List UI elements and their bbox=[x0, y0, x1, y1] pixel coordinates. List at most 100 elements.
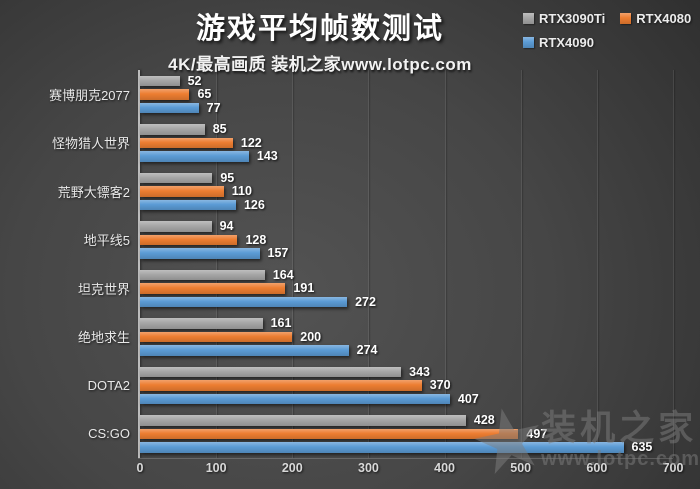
gridline bbox=[368, 70, 370, 458]
legend-label: RTX4090 bbox=[539, 35, 594, 50]
legend-item-rtx4080[interactable]: RTX4080 bbox=[620, 11, 691, 26]
bar-row: 428 bbox=[140, 413, 673, 427]
gridline bbox=[216, 70, 218, 458]
bar-group: 161 200 274 bbox=[140, 313, 673, 362]
bar-value-label: 343 bbox=[409, 364, 431, 379]
bar-value-label: 161 bbox=[270, 316, 292, 330]
bar-value-label: 274 bbox=[356, 343, 378, 357]
category-label: 地平线5 bbox=[83, 233, 130, 249]
bar-row: 497 bbox=[140, 426, 673, 441]
x-tick-label: 300 bbox=[357, 461, 379, 475]
bar-value-label: 85 bbox=[212, 122, 227, 136]
x-tick-label: 500 bbox=[510, 461, 532, 475]
bar-group: 428 497 635 bbox=[140, 410, 673, 459]
bar-row: 407 bbox=[140, 391, 673, 406]
bar-row: 77 bbox=[140, 100, 673, 115]
bar-rtx4090 bbox=[140, 151, 249, 162]
legend-label: RTX3090Ti bbox=[539, 11, 606, 26]
bar-rtx4080 bbox=[140, 428, 519, 439]
bar-row: 635 bbox=[140, 440, 673, 454]
gridline bbox=[292, 70, 294, 458]
x-tick-label: 0 bbox=[136, 461, 144, 475]
bar-value-label: 143 bbox=[256, 149, 278, 163]
bar-value-label: 164 bbox=[272, 267, 294, 282]
bar-group: 343 370 407 bbox=[140, 361, 673, 410]
bar-row: 126 bbox=[140, 197, 673, 212]
bar-rtx3090ti bbox=[140, 172, 213, 183]
x-tick-label: 100 bbox=[205, 461, 227, 475]
bar-rtx3090ti bbox=[140, 415, 466, 426]
x-tick-label: 200 bbox=[281, 461, 303, 475]
bar-rtx4090 bbox=[140, 199, 236, 210]
bar-rtx4080 bbox=[140, 186, 224, 197]
bar-rtx4080 bbox=[140, 331, 293, 342]
bar-value-label: 635 bbox=[631, 440, 653, 454]
bar-value-label: 77 bbox=[206, 100, 221, 115]
bar-row: 272 bbox=[140, 294, 673, 309]
bar-group: 95 110 126 bbox=[140, 167, 673, 216]
bar-row: 128 bbox=[140, 233, 673, 246]
bar-value-label: 94 bbox=[219, 219, 234, 233]
x-tick-label: 700 bbox=[662, 461, 684, 475]
gridline bbox=[596, 70, 598, 458]
gridline bbox=[444, 70, 446, 458]
bar-rtx4090 bbox=[140, 102, 199, 113]
bar-group: 52 65 77 bbox=[140, 70, 673, 119]
legend-item-rtx3090ti[interactable]: RTX3090Ti bbox=[523, 11, 605, 26]
bar-rtx4090 bbox=[140, 248, 260, 259]
legend: RTX3090Ti RTX4080 RTX4090 bbox=[523, 11, 700, 59]
bar-row: 95 bbox=[140, 171, 673, 184]
bar-value-label: 157 bbox=[267, 246, 289, 260]
category-label: 荒野大镖客2 bbox=[57, 184, 130, 200]
bar-row: 85 bbox=[140, 122, 673, 136]
legend-row: RTX4090 bbox=[523, 35, 700, 50]
bar-rtx3090ti bbox=[140, 269, 265, 280]
bar-row: 274 bbox=[140, 343, 673, 357]
bar-rtx4080 bbox=[140, 137, 233, 148]
category-label: CS:GO bbox=[88, 426, 130, 442]
bar-rtx4090 bbox=[140, 345, 349, 356]
bar-rtx4090 bbox=[140, 296, 348, 307]
bar-rtx3090ti bbox=[140, 221, 212, 232]
category-label: 绝地求生 bbox=[77, 330, 130, 346]
bar-row: 122 bbox=[140, 135, 673, 150]
bar-value-label: 272 bbox=[355, 294, 376, 309]
legend-swatch-icon bbox=[620, 13, 632, 24]
bar-value-label: 65 bbox=[197, 87, 212, 101]
bar-row: 191 bbox=[140, 281, 673, 295]
bar-value-label: 428 bbox=[473, 413, 495, 427]
bar-row: 52 bbox=[140, 73, 673, 88]
legend-swatch-icon bbox=[523, 37, 534, 48]
legend-item-rtx4090[interactable]: RTX4090 bbox=[523, 35, 594, 50]
bar-row: 110 bbox=[140, 185, 673, 197]
category-label: 坦克世界 bbox=[77, 281, 130, 297]
category-label: 赛博朋克2077 bbox=[49, 87, 130, 103]
bar-group: 94 128 157 bbox=[140, 216, 673, 265]
bar-row: 143 bbox=[140, 149, 673, 163]
gridline bbox=[520, 70, 522, 458]
bar-rtx4080 bbox=[140, 89, 190, 100]
bar-rtx4080 bbox=[140, 380, 422, 391]
bar-rtx3090ti bbox=[140, 318, 263, 329]
bar-value-label: 52 bbox=[187, 73, 202, 88]
bar-row: 343 bbox=[140, 364, 673, 379]
bar-value-label: 122 bbox=[240, 135, 262, 150]
bar-group: 164 191 272 bbox=[140, 264, 673, 313]
bar-value-label: 191 bbox=[293, 281, 315, 295]
bar-row: 164 bbox=[140, 267, 673, 282]
plot-area: 52 65 77 85 122 143 95 110 126 94 128 157 164 191 272 1… bbox=[138, 70, 674, 459]
bar-row: 65 bbox=[140, 87, 673, 101]
bar-row: 157 bbox=[140, 246, 673, 260]
bar-value-label: 407 bbox=[457, 391, 479, 406]
y-axis-line bbox=[138, 70, 140, 458]
x-tick-label: 600 bbox=[586, 461, 608, 475]
category-label: 怪物猎人世界 bbox=[51, 136, 130, 152]
bar-value-label: 497 bbox=[526, 426, 548, 441]
bar-rtx3090ti bbox=[140, 124, 205, 135]
gridline bbox=[673, 70, 674, 458]
category-label: DOTA2 bbox=[87, 377, 130, 393]
bar-value-label: 126 bbox=[243, 197, 265, 212]
legend-swatch-icon bbox=[523, 13, 534, 24]
legend-label: RTX4080 bbox=[636, 11, 692, 26]
